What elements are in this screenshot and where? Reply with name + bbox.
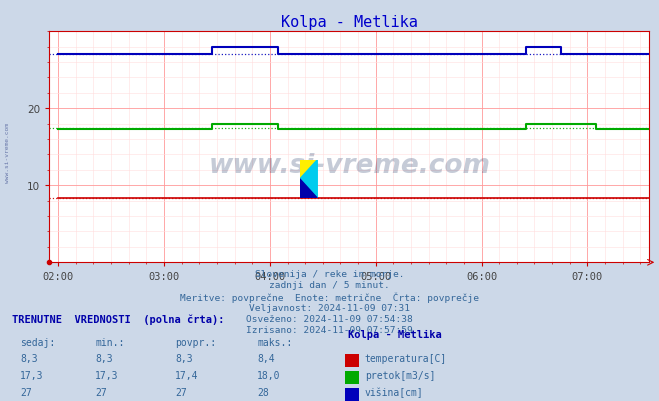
- Text: 28: 28: [257, 387, 269, 397]
- Text: maks.:: maks.:: [257, 337, 292, 347]
- Text: 27: 27: [95, 387, 107, 397]
- Text: 27: 27: [175, 387, 186, 397]
- Text: Veljavnost: 2024-11-09 07:31: Veljavnost: 2024-11-09 07:31: [249, 303, 410, 312]
- Text: višina[cm]: višina[cm]: [365, 387, 424, 397]
- Text: www.si-vreme.com: www.si-vreme.com: [5, 122, 10, 182]
- Text: 17,4: 17,4: [175, 370, 198, 380]
- Text: pretok[m3/s]: pretok[m3/s]: [365, 370, 436, 380]
- Text: TRENUTNE  VREDNOSTI  (polna črta):: TRENUTNE VREDNOSTI (polna črta):: [12, 314, 224, 325]
- Text: 18,0: 18,0: [257, 370, 281, 380]
- Text: temperatura[C]: temperatura[C]: [365, 353, 447, 363]
- Text: zadnji dan / 5 minut.: zadnji dan / 5 minut.: [269, 281, 390, 290]
- Text: sedaj:: sedaj:: [20, 337, 55, 347]
- Text: Kolpa - Metlika: Kolpa - Metlika: [349, 329, 442, 339]
- Text: 8,3: 8,3: [95, 353, 113, 363]
- Polygon shape: [300, 160, 317, 180]
- Text: 17,3: 17,3: [95, 370, 119, 380]
- Text: 27: 27: [20, 387, 32, 397]
- Polygon shape: [300, 160, 317, 198]
- Text: Osveženo: 2024-11-09 07:54:38: Osveženo: 2024-11-09 07:54:38: [246, 314, 413, 323]
- Text: 8,3: 8,3: [20, 353, 38, 363]
- Text: Izrisano: 2024-11-09 07:57:59: Izrisano: 2024-11-09 07:57:59: [246, 326, 413, 334]
- Text: min.:: min.:: [95, 337, 125, 347]
- Text: 8,4: 8,4: [257, 353, 275, 363]
- Title: Kolpa - Metlika: Kolpa - Metlika: [281, 14, 418, 30]
- Polygon shape: [300, 180, 317, 198]
- Text: Slovenija / reke in morje.: Slovenija / reke in morje.: [255, 269, 404, 278]
- Text: povpr.:: povpr.:: [175, 337, 216, 347]
- Text: 8,3: 8,3: [175, 353, 192, 363]
- Text: www.si-vreme.com: www.si-vreme.com: [208, 153, 490, 179]
- Text: 17,3: 17,3: [20, 370, 43, 380]
- Text: Meritve: povprečne  Enote: metrične  Črta: povprečje: Meritve: povprečne Enote: metrične Črta:…: [180, 292, 479, 302]
